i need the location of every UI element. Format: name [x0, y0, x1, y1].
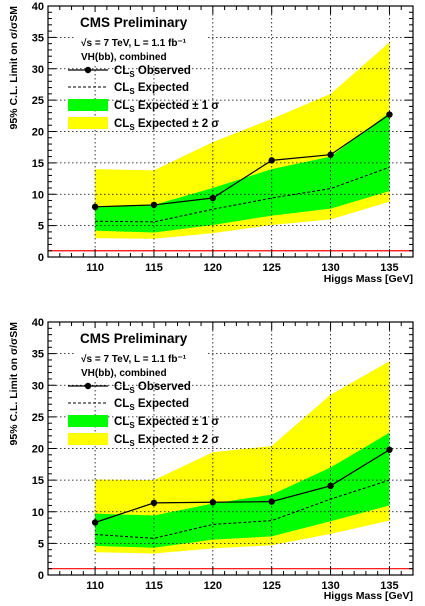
x-tick-label: 115 — [145, 262, 163, 274]
y-tick-label: 5 — [38, 221, 44, 233]
info-energy-lumi: √s = 7 TeV, L = 1.1 fb⁻¹ — [81, 354, 187, 365]
legend-label: CLS Expected ± 2 σ — [114, 118, 219, 132]
legend-label: CLS Observed — [114, 381, 191, 395]
y-tick-label: 15 — [32, 475, 44, 487]
y-tick-label: 35 — [32, 32, 44, 44]
x-tick-label: 120 — [204, 262, 222, 274]
x-axis-title: Higgs Mass [GeV] — [324, 273, 413, 285]
x-tick-label: 110 — [86, 262, 104, 274]
info-energy-lumi: √s = 7 TeV, L = 1.1 fb⁻¹ — [81, 38, 187, 49]
y-tick-label: 0 — [38, 252, 44, 264]
y-tick-label: 40 — [32, 1, 44, 13]
info-title: CMS Preliminary — [80, 331, 188, 346]
legend-observed-marker — [84, 382, 92, 390]
legend-1sigma-swatch — [68, 99, 108, 111]
expected-line — [95, 479, 390, 539]
legend-item: CLS Expected — [68, 82, 189, 96]
legend-2sigma-swatch — [68, 117, 108, 129]
observed-point — [150, 201, 158, 209]
observed-line — [94, 449, 390, 524]
observed-point — [91, 519, 99, 526]
observed-point — [209, 499, 217, 506]
legend: CLS Observed CLS Expected CLS Expected ± 1… — [68, 381, 219, 448]
x-tick-label: 135 — [380, 262, 398, 274]
legend-label: CLS Expected ± 1 σ — [114, 100, 219, 114]
legend-item: CLS Expected ± 1 σ — [68, 99, 219, 114]
y-tick-label: 0 — [38, 570, 44, 582]
info-box-bg — [76, 328, 208, 382]
y-tick-label: 40 — [32, 317, 44, 329]
legend-label: CLS Expected ± 2 σ — [114, 434, 219, 448]
legend-item: CLS Expected — [68, 398, 189, 412]
info-box: CMS Preliminary √s = 7 TeV, L = 1.1 fb⁻¹ V… — [76, 12, 208, 66]
y-tick-label: 20 — [32, 444, 44, 456]
chart-panel-2: 110 115 120 125 130 135 0 5 10 15 20 25 30 35 40 Higgs … — [8, 317, 414, 602]
legend-item: CLS Observed — [68, 381, 191, 395]
legend-2sigma-swatch — [68, 433, 108, 445]
x-tick-label: 130 — [321, 262, 339, 274]
observed-point — [327, 151, 334, 158]
y-tick-label: 35 — [32, 349, 44, 361]
y-tick-label: 10 — [32, 507, 44, 519]
x-tick-label: 135 — [380, 580, 398, 592]
x-tick-label: 125 — [263, 262, 281, 274]
x-tick-label: 110 — [86, 580, 104, 592]
observed-point — [386, 446, 393, 453]
observed-point — [386, 111, 393, 118]
x-tick-label: 120 — [204, 580, 222, 592]
observed-line — [95, 114, 390, 208]
observed-point — [268, 157, 275, 164]
legend: CLS Observed CLS Expected CLS Expected ± 1… — [68, 65, 219, 132]
info-box-bg — [76, 12, 208, 66]
legend-item: CLS Observed — [68, 65, 191, 79]
observed-point — [268, 498, 275, 505]
observed-point — [150, 499, 158, 507]
y-axis-title: 95% C.L. Limit on σ/σSM — [8, 6, 20, 130]
y-tick-label: 10 — [32, 189, 44, 201]
x-tick-label: 115 — [145, 580, 163, 592]
band-1sigma — [95, 432, 390, 548]
legend-item: CLS Expected ± 2 σ — [68, 433, 219, 448]
chart-panel-1: 110 115 120 125 130 135 0 5 10 15 20 25 30 35 40 Higgs … — [8, 1, 414, 285]
info-channel: VH(bb), combined — [81, 52, 167, 63]
y-tick-label: 30 — [32, 64, 44, 76]
observed-point — [91, 203, 99, 210]
observed-point — [327, 482, 334, 490]
info-channel: VH(bb), combined — [81, 368, 167, 379]
legend-label: CLS Expected ± 1 σ — [114, 416, 219, 430]
legend-item: CLS Expected ± 2 σ — [68, 117, 219, 132]
info-title: CMS Preliminary — [80, 15, 188, 30]
legend-label: CLS Expected — [114, 82, 189, 96]
y-tick-label: 20 — [32, 127, 44, 139]
legend-1sigma-swatch — [68, 415, 108, 427]
band-1sigma — [95, 112, 390, 233]
legend-label: CLS Expected — [114, 398, 189, 412]
y-tick-label: 25 — [32, 95, 44, 107]
x-axis-title: Higgs Mass [GeV] — [324, 590, 413, 602]
y-tick-label: 15 — [32, 158, 44, 170]
y-tick-label: 5 — [38, 538, 44, 550]
y-tick-label: 25 — [32, 412, 44, 424]
y-axis-title: 95% C.L. Limit on σ/σSM — [8, 322, 20, 446]
x-tick-label: 125 — [263, 580, 281, 592]
legend-observed-marker — [84, 66, 92, 74]
legend-item: CLS Expected ± 1 σ — [68, 415, 219, 430]
y-tick-label: 30 — [32, 380, 44, 392]
info-box: CMS Preliminary √s = 7 TeV, L = 1.1 fb⁻¹ V… — [76, 328, 208, 382]
x-tick-label: 130 — [321, 580, 339, 592]
legend-label: CLS Observed — [114, 65, 191, 79]
observed-point — [209, 194, 217, 202]
